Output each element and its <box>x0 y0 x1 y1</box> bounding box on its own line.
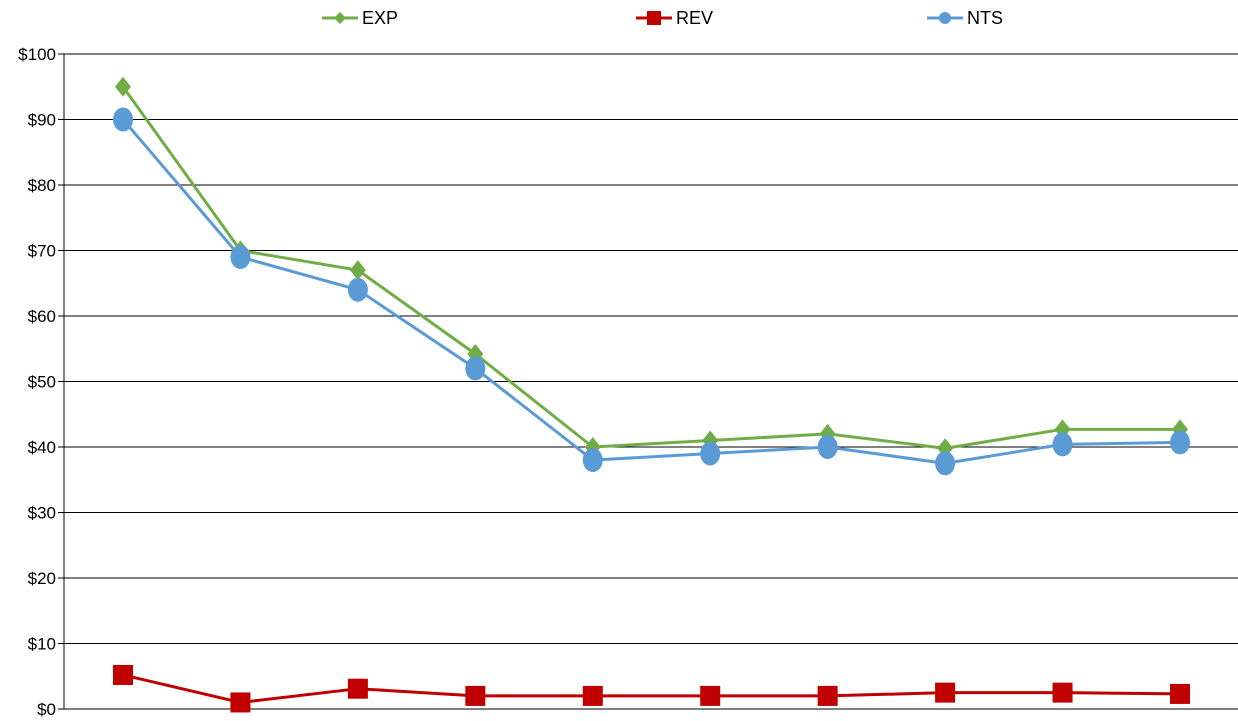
data-point-exp <box>349 260 366 281</box>
legend-label: NTS <box>967 8 1003 28</box>
y-tick-label: $0 <box>37 700 56 719</box>
y-tick-label: $80 <box>28 176 56 195</box>
legend-item-exp: EXP <box>322 8 398 28</box>
y-tick-label: $20 <box>28 569 56 588</box>
legend-label: EXP <box>362 8 398 28</box>
data-point-nts <box>230 245 251 270</box>
legend-marker <box>647 11 661 25</box>
data-point-rev <box>230 692 251 713</box>
data-point-rev <box>1170 683 1190 704</box>
y-tick-label: $100 <box>18 45 56 64</box>
y-tick-label: $30 <box>28 504 56 523</box>
data-point-exp <box>115 76 131 97</box>
series-line-exp <box>121 85 1180 450</box>
legend-item-rev: REV <box>636 8 713 28</box>
data-point-rev <box>582 685 603 706</box>
legend-marker <box>334 12 346 24</box>
y-axis: $0 $10 $20 $30 $40 $50 $60 $70 $80 $90 $100 <box>18 45 65 719</box>
data-point-rev <box>935 682 956 703</box>
y-tick-label: $40 <box>28 438 56 457</box>
y-tick-label: $60 <box>28 307 56 326</box>
data-point-nts <box>347 277 368 302</box>
y-tick-label: $90 <box>28 111 56 130</box>
y-tick-label: $50 <box>28 373 56 392</box>
data-point-nts <box>1170 430 1190 455</box>
data-point-nts <box>1052 432 1073 457</box>
legend-item-nts: NTS <box>927 8 1003 28</box>
data-point-nts <box>935 451 956 476</box>
gridlines <box>64 53 1238 710</box>
legend-marker <box>939 12 951 24</box>
data-point-rev <box>700 685 721 706</box>
data-point-nts <box>113 107 133 132</box>
series-rev <box>113 664 1190 713</box>
data-point-rev <box>347 678 368 699</box>
data-point-rev <box>1052 682 1073 703</box>
data-point-nts <box>817 435 838 459</box>
legend: EXP REV NTS <box>322 8 1003 28</box>
data-point-rev <box>817 685 838 706</box>
series-line-nts <box>121 118 1181 465</box>
series-line-rev <box>122 673 1181 704</box>
series-nts <box>113 107 1190 476</box>
data-point-nts <box>700 441 721 466</box>
legend-label: REV <box>676 8 713 28</box>
data-point-rev <box>113 664 133 685</box>
y-tick-label: $70 <box>28 242 56 261</box>
y-tick-label: $10 <box>28 635 56 654</box>
data-point-nts <box>582 448 603 473</box>
data-point-nts <box>465 356 486 381</box>
data-point-rev <box>465 685 486 706</box>
series-layer <box>113 76 1190 713</box>
